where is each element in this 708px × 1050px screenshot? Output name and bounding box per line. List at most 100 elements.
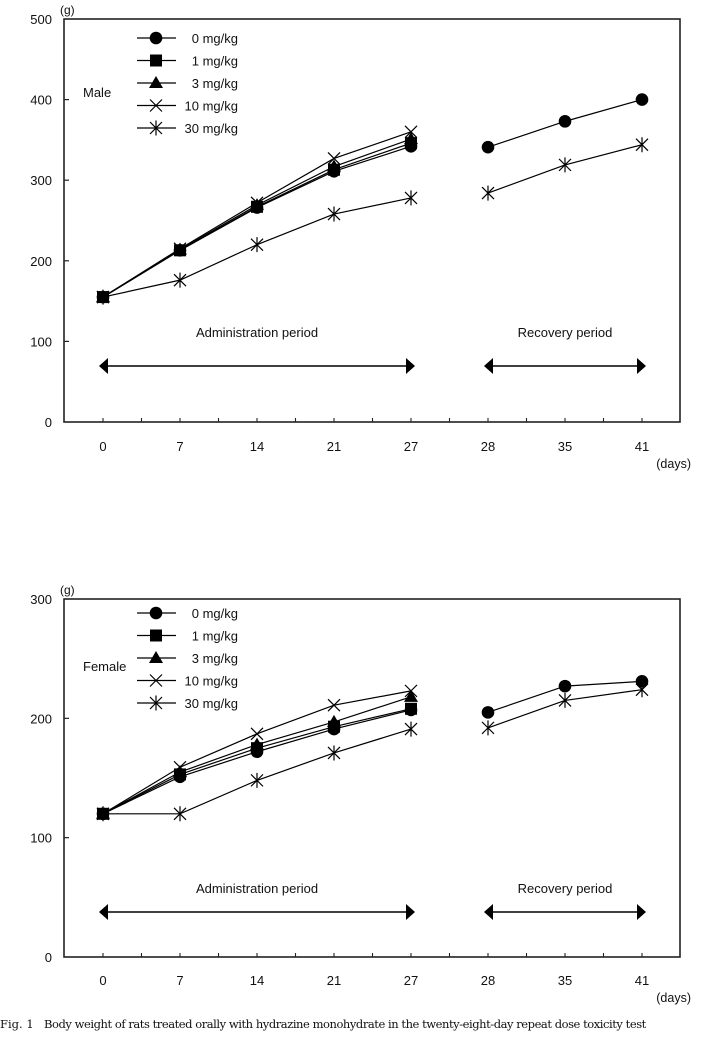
arrow-head-left bbox=[484, 904, 493, 920]
chart-male: 0 100 200 300 400 500 (g) 0 7 14 21 27 28 35 41 (days) A… bbox=[30, 3, 691, 471]
figure: 0 100 200 300 400 500 (g) 0 7 14 21 27 28 35 41 (days) A… bbox=[30, 3, 691, 1005]
series-30-mg-kg bbox=[96, 682, 649, 822]
data-point bbox=[173, 770, 187, 784]
period-arrow bbox=[99, 904, 415, 920]
x-tick-label: 28 bbox=[481, 439, 495, 454]
period-arrow bbox=[484, 358, 646, 374]
legend-marker bbox=[149, 99, 163, 112]
x-tick-label: 28 bbox=[481, 973, 495, 988]
arrow-head-right bbox=[406, 904, 415, 920]
legend-item: 30 mg/kg bbox=[137, 695, 238, 711]
arrow-head-right bbox=[406, 358, 415, 374]
x-tick-label: 41 bbox=[635, 439, 649, 454]
legend-label: 10 mg/kg bbox=[185, 674, 238, 689]
y-tick-label: 0 bbox=[45, 950, 52, 965]
x-axis-unit: (days) bbox=[656, 991, 691, 1005]
data-point bbox=[250, 237, 264, 253]
x-tick-label: 27 bbox=[404, 439, 418, 454]
legend-marker bbox=[149, 606, 163, 620]
legend-label: 1 mg/kg bbox=[192, 54, 238, 69]
legend-item: 0 mg/kg bbox=[137, 606, 238, 621]
data-point bbox=[404, 721, 418, 737]
y-tick-label: 300 bbox=[30, 592, 52, 607]
series-0-mg-kg bbox=[96, 675, 649, 821]
data-point bbox=[558, 692, 572, 708]
x-tick-label: 35 bbox=[558, 439, 572, 454]
legend-item: 30 mg/kg bbox=[137, 120, 238, 136]
legend-marker bbox=[149, 695, 163, 711]
data-point bbox=[404, 703, 418, 717]
y-tick-label: 200 bbox=[30, 254, 52, 269]
data-point bbox=[327, 152, 341, 165]
legend-marker bbox=[149, 120, 163, 136]
series-line bbox=[102, 708, 412, 815]
series-line bbox=[102, 709, 412, 815]
period-arrow bbox=[99, 358, 415, 374]
data-point bbox=[481, 706, 495, 719]
data-point bbox=[481, 720, 495, 736]
x-tick-label: 7 bbox=[176, 439, 183, 454]
arrow-head-left bbox=[99, 904, 108, 920]
x-tick-label: 35 bbox=[558, 973, 572, 988]
legend-label: 3 mg/kg bbox=[192, 651, 238, 666]
x-tick-label: 41 bbox=[635, 973, 649, 988]
y-axis-unit: (g) bbox=[60, 3, 75, 17]
data-point bbox=[173, 272, 187, 288]
arrow-head-left bbox=[484, 358, 493, 374]
data-point bbox=[96, 807, 110, 821]
legend: 0 mg/kg 1 mg/kg 3 mg/kg 10 mg/kg 30 mg/kg bbox=[137, 606, 238, 711]
legend-marker bbox=[149, 674, 163, 687]
figure-caption-text: Body weight of rats treated orally with … bbox=[44, 1017, 646, 1031]
period-label: Recovery period bbox=[518, 881, 613, 896]
figure-label: Fig. 1 bbox=[0, 1017, 34, 1031]
legend: 0 mg/kg 1 mg/kg 3 mg/kg 10 mg/kg 30 mg/kg bbox=[137, 31, 238, 136]
legend-item: 3 mg/kg bbox=[137, 76, 238, 91]
x-tick-label: 21 bbox=[327, 973, 341, 988]
data-point bbox=[635, 675, 649, 688]
data-point bbox=[327, 165, 341, 178]
data-point bbox=[404, 190, 418, 206]
legend-label: 10 mg/kg bbox=[185, 99, 238, 114]
legend-marker bbox=[150, 54, 162, 67]
y-tick-label: 100 bbox=[30, 334, 52, 349]
x-tick-label: 0 bbox=[99, 439, 106, 454]
series-10-mg-kg bbox=[96, 125, 418, 304]
data-point bbox=[481, 140, 495, 154]
series-0-mg-kg bbox=[96, 93, 649, 304]
data-point bbox=[481, 185, 495, 201]
sex-label: Female bbox=[83, 659, 126, 674]
data-point bbox=[404, 125, 418, 139]
data-point bbox=[558, 157, 572, 173]
data-point bbox=[173, 806, 187, 822]
x-tick-label: 21 bbox=[327, 439, 341, 454]
data-point bbox=[250, 745, 264, 759]
legend-marker bbox=[149, 31, 163, 45]
data-point bbox=[327, 206, 341, 222]
data-point bbox=[635, 137, 649, 153]
data-point bbox=[173, 244, 187, 257]
sex-label: Male bbox=[83, 85, 111, 100]
period-label: Recovery period bbox=[518, 325, 613, 340]
legend-item: 1 mg/kg bbox=[137, 54, 238, 69]
series-line bbox=[102, 145, 412, 298]
data-point bbox=[558, 115, 572, 128]
series-30-mg-kg bbox=[96, 137, 649, 305]
y-tick-label: 400 bbox=[30, 93, 52, 108]
legend-label: 0 mg/kg bbox=[192, 606, 238, 621]
arrow-head-right bbox=[637, 358, 646, 374]
data-point bbox=[96, 290, 110, 304]
legend-label: 0 mg/kg bbox=[192, 31, 238, 46]
chart-female: 0 100 200 300 (g) 0 7 14 21 27 28 35 41 (days) Adminis… bbox=[30, 583, 691, 1005]
legend-label: 3 mg/kg bbox=[192, 76, 238, 91]
legend-marker bbox=[149, 651, 163, 663]
data-point bbox=[327, 698, 341, 712]
data-point bbox=[250, 772, 264, 788]
period-label: Administration period bbox=[196, 881, 318, 896]
y-tick-label: 200 bbox=[30, 711, 52, 726]
legend-label: 1 mg/kg bbox=[192, 629, 238, 644]
legend-item: 0 mg/kg bbox=[137, 31, 238, 46]
legend-item: 3 mg/kg bbox=[137, 651, 238, 666]
arrow-head-left bbox=[99, 358, 108, 374]
data-point bbox=[404, 689, 418, 702]
legend-marker bbox=[149, 76, 163, 88]
